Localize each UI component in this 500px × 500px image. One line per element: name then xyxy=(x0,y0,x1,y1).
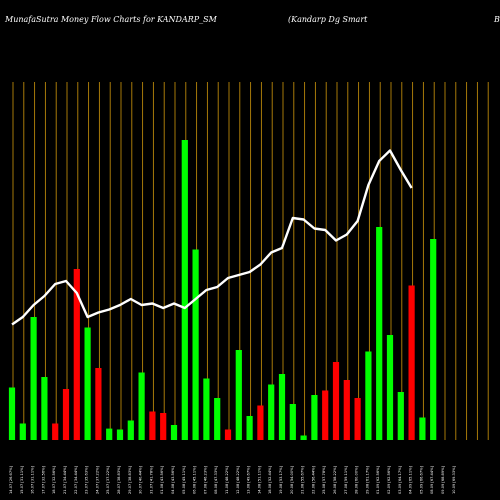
x-tick-label: 19.08 [53.17%] xyxy=(279,465,283,494)
bar-up xyxy=(30,317,37,440)
x-tick-label: 21.07 [34.44%] xyxy=(63,465,67,494)
bar-up xyxy=(203,378,210,440)
x-tick-label: 09.09 [68.89%] xyxy=(441,465,445,494)
x-tick-label: 05.08 [45.11%] xyxy=(182,465,186,494)
bar-down xyxy=(73,269,80,440)
bar-up xyxy=(235,350,242,440)
chart-title: MunafaSutra Money Flow Charts for KANDAR… xyxy=(4,15,218,24)
x-tick-label: 28.07 [38.83%] xyxy=(117,465,121,494)
x-tick-label: 24.07 [37.22%] xyxy=(95,465,99,494)
bar-down xyxy=(149,411,156,440)
x-tick-label: 06.08 [45.11%] xyxy=(193,465,197,494)
bar-up xyxy=(19,423,26,440)
bar-down xyxy=(354,398,361,440)
bar-up xyxy=(214,398,221,440)
bar-up xyxy=(419,417,426,440)
x-tick-label: 25.08 [57.78%] xyxy=(322,465,326,494)
bar-up xyxy=(365,351,372,440)
bar-up xyxy=(116,429,124,440)
bar-down xyxy=(160,413,167,440)
x-tick-label: 07.08 [46.23%] xyxy=(203,465,207,494)
x-tick-label: 01.08 [43.56%] xyxy=(160,465,164,494)
x-tick-label: 23.07 [35.63%] xyxy=(85,465,89,494)
x-tick-label: 08.08 [47.33%] xyxy=(214,465,218,494)
bar-up xyxy=(8,387,16,440)
bar-down xyxy=(257,405,264,440)
x-tick-label: 27.08 [59.11%] xyxy=(344,465,348,494)
x-tick-label: 25.07 [37.22%] xyxy=(106,465,110,494)
bar-up xyxy=(430,239,437,440)
money-flow-line xyxy=(11,149,413,326)
bar-up xyxy=(127,420,134,440)
x-tick-label: 14.08 [51.11%] xyxy=(257,465,261,494)
bar-down xyxy=(332,362,340,440)
x-tick-label: 13.08 [49.67%] xyxy=(247,465,251,494)
x-tick-label: 18.07 [32.56%] xyxy=(52,465,56,494)
x-tick-label: 11.08 [48.22%] xyxy=(225,465,229,494)
bar-up xyxy=(106,428,113,440)
bar-down xyxy=(224,429,232,440)
x-tick-label: 01.09 [62.56%] xyxy=(376,465,380,494)
bar-down xyxy=(95,368,102,440)
bar-up xyxy=(376,227,383,440)
x-tick-label: 04.08 [43.56%] xyxy=(171,465,175,494)
bar-down xyxy=(322,390,329,440)
bar-series xyxy=(8,140,437,440)
bar-up xyxy=(138,372,145,440)
bar-up xyxy=(289,404,296,440)
x-tick-label: 28.08 [60.00%] xyxy=(355,465,359,494)
x-tick-label: 12.08 [48.22%] xyxy=(236,465,240,494)
bar-up xyxy=(170,425,178,440)
x-tick-label: 10.09 [69.33%] xyxy=(452,465,456,494)
x-tick-label: 29.08 [61.17%] xyxy=(365,465,369,494)
bar-down xyxy=(408,285,415,440)
bar-up xyxy=(311,395,318,440)
x-tick-label: 15.07 [31.11%] xyxy=(20,465,24,494)
x-tick-label: 22.08 [56.44%] xyxy=(311,465,315,494)
x-tick-labels: 14.07 [26.67%] 15.07 [31.11%] 16.07 [31.11… xyxy=(9,465,456,494)
bar-up xyxy=(268,384,275,440)
bar-up xyxy=(246,416,253,440)
x-tick-label: 26.08 [58.22%] xyxy=(333,465,337,494)
x-tick-label: 22.07 [34.44%] xyxy=(74,465,78,494)
chart-title-right: B xyxy=(493,15,500,24)
x-tick-label: 05.09 [66.67%] xyxy=(419,465,423,494)
bar-up xyxy=(84,327,91,440)
bar-up xyxy=(181,140,188,440)
x-tick-label: 17.07 [32.56%] xyxy=(41,465,45,494)
x-tick-label: 30.07 [40.44%] xyxy=(139,465,143,494)
bar-up xyxy=(386,335,394,440)
bar-up xyxy=(300,435,307,440)
x-tick-label: 31.07 [41.78%] xyxy=(149,465,153,494)
x-tick-label: 14.07 [26.67%] xyxy=(9,465,13,494)
x-tick-label: 21.08 [55.67%] xyxy=(301,465,305,494)
x-tick-label: 18.08 [52.44%] xyxy=(268,465,272,494)
bar-up xyxy=(278,374,286,440)
bar-up xyxy=(41,377,48,440)
x-tick-label: 29.07 [38.83%] xyxy=(128,465,132,494)
chart-subtitle: (Kandarp Dg Smart xyxy=(288,15,368,24)
bar-down xyxy=(62,389,70,440)
x-tick-label: 04.09 [65.11%] xyxy=(409,465,413,494)
bar-down xyxy=(52,423,59,440)
bar-up xyxy=(192,249,199,440)
x-tick-label: 20.08 [54.00%] xyxy=(290,465,294,494)
x-tick-label: 16.07 [31.11%] xyxy=(31,465,35,494)
x-tick-label: 02.09 [62.56%] xyxy=(387,465,391,494)
bar-up xyxy=(397,392,404,440)
x-tick-label: 03.09 [64.17%] xyxy=(398,465,402,494)
bar-down xyxy=(343,380,350,440)
x-tick-label: 08.09 [67.44%] xyxy=(430,465,434,494)
